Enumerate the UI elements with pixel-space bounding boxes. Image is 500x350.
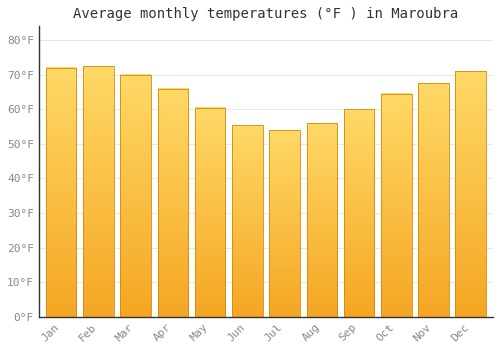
Bar [158,89,188,317]
Bar [270,130,300,317]
Bar [306,123,337,317]
Bar [83,66,114,317]
Bar [120,75,151,317]
Bar [344,109,374,317]
Bar [46,68,76,317]
Bar [232,125,262,317]
Title: Average monthly temperatures (°F ) in Maroubra: Average monthly temperatures (°F ) in Ma… [74,7,458,21]
Bar [195,107,226,317]
Bar [418,83,448,317]
Bar [381,94,412,317]
Bar [456,71,486,317]
